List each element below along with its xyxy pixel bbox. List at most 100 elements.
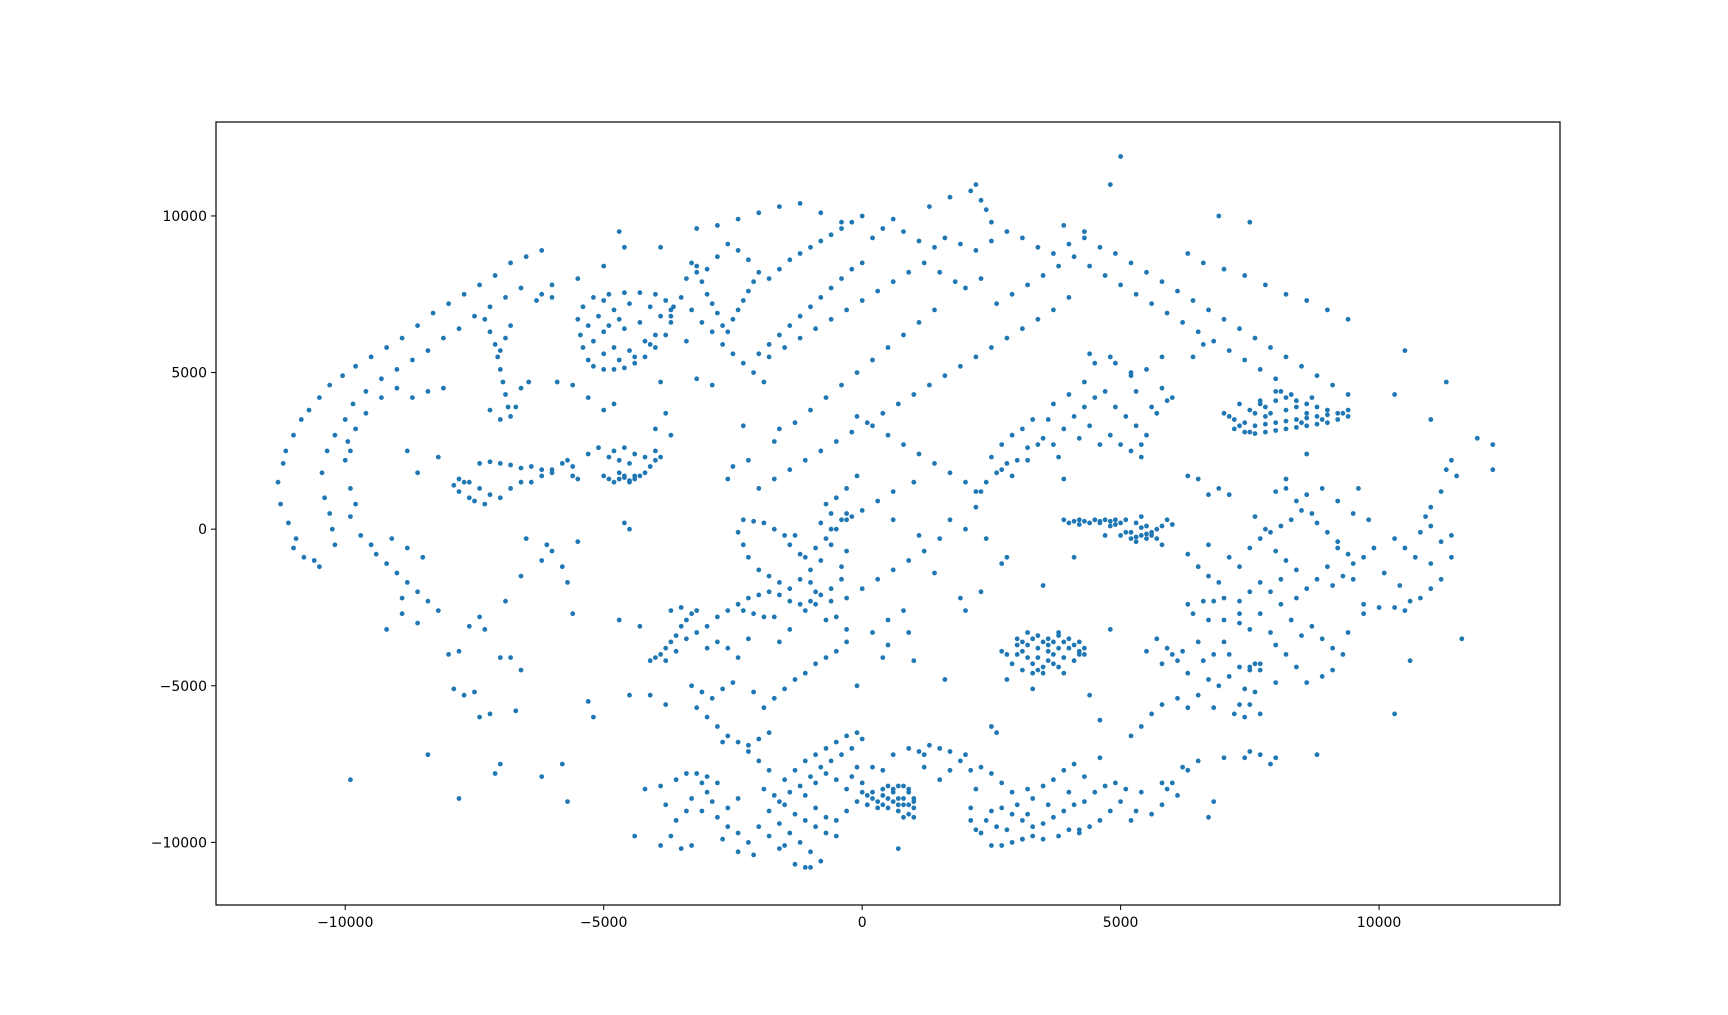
data-point: [1014, 802, 1020, 808]
data-point: [756, 824, 762, 830]
data-point: [730, 464, 736, 469]
data-point: [684, 771, 689, 776]
data-point: [802, 608, 808, 613]
data-point: [689, 260, 694, 266]
data-point: [1051, 814, 1056, 820]
data-point: [1051, 251, 1056, 256]
data-point: [1128, 818, 1134, 823]
data-point: [477, 486, 482, 491]
data-point: [751, 279, 756, 285]
data-point: [715, 639, 720, 645]
data-point: [1299, 363, 1304, 369]
data-point: [1144, 432, 1149, 438]
data-point: [1056, 263, 1061, 269]
data-point: [497, 761, 503, 767]
data-point: [1257, 752, 1263, 758]
data-point: [890, 216, 896, 222]
data-point: [906, 786, 912, 792]
data-point: [761, 786, 767, 792]
data-point: [787, 542, 793, 548]
data-point: [1113, 517, 1118, 523]
data-point: [1195, 564, 1201, 570]
data-point: [492, 342, 498, 347]
data-point: [880, 410, 886, 416]
data-point: [430, 310, 436, 316]
data-point: [720, 323, 725, 328]
data-point: [1247, 407, 1253, 413]
data-point: [1273, 398, 1279, 404]
data-point: [1061, 517, 1067, 523]
data-point: [1216, 580, 1222, 585]
data-point: [446, 652, 451, 657]
data-point: [921, 548, 927, 554]
data-point: [854, 683, 860, 689]
data-point: [1376, 605, 1382, 610]
data-point: [1045, 802, 1051, 808]
data-point: [1009, 291, 1015, 297]
data-point: [844, 786, 849, 792]
data-point: [505, 404, 511, 410]
data-point: [927, 382, 932, 388]
data-point: [1216, 683, 1222, 689]
data-point: [1304, 401, 1310, 407]
data-point: [1082, 645, 1087, 651]
data-point: [890, 279, 896, 285]
data-point: [740, 517, 746, 523]
data-point: [854, 764, 860, 770]
data-point: [653, 655, 658, 660]
data-point: [839, 752, 844, 758]
data-point: [849, 219, 855, 225]
data-point: [1030, 670, 1036, 676]
data-point: [1190, 354, 1196, 360]
data-point: [1159, 661, 1165, 667]
data-point: [901, 796, 906, 801]
data-point: [1252, 423, 1258, 429]
data-point: [404, 580, 410, 585]
data-point: [1247, 749, 1253, 754]
data-point: [735, 216, 741, 222]
data-point: [1221, 410, 1227, 416]
data-point: [673, 633, 679, 638]
data-point: [1040, 435, 1046, 441]
data-point: [1102, 389, 1108, 394]
data-point: [1449, 533, 1454, 538]
data-point: [565, 457, 570, 463]
data-point: [1040, 670, 1046, 676]
data-point: [1263, 404, 1268, 410]
data-point: [1392, 711, 1397, 717]
data-point: [709, 382, 715, 388]
data-point: [916, 533, 922, 538]
data-point: [916, 451, 922, 457]
data-point: [1211, 652, 1217, 657]
data-point: [1418, 595, 1423, 601]
data-point: [384, 561, 389, 566]
data-point: [415, 323, 420, 328]
data-point: [1428, 586, 1434, 592]
data-point: [689, 843, 694, 848]
data-point: [1345, 551, 1351, 557]
data-point: [1206, 573, 1211, 579]
data-point: [1061, 426, 1067, 432]
data-point: [704, 789, 710, 795]
data-point: [973, 827, 979, 833]
data-point: [1138, 442, 1144, 447]
data-point: [1175, 695, 1180, 701]
data-point: [1066, 645, 1072, 651]
data-point: [870, 235, 875, 241]
data-point: [1149, 404, 1154, 410]
data-point: [637, 290, 643, 296]
data-point: [813, 326, 818, 332]
data-point: [1030, 686, 1036, 692]
data-point: [658, 652, 663, 657]
data-point: [653, 291, 658, 297]
data-point: [854, 414, 860, 419]
data-point: [1304, 586, 1310, 592]
data-point: [983, 818, 989, 823]
data-point: [487, 407, 493, 413]
data-point: [596, 313, 601, 319]
data-point: [942, 235, 948, 241]
data-point: [678, 623, 684, 629]
data-point: [854, 799, 860, 804]
data-point: [973, 182, 979, 188]
data-point: [725, 329, 731, 335]
